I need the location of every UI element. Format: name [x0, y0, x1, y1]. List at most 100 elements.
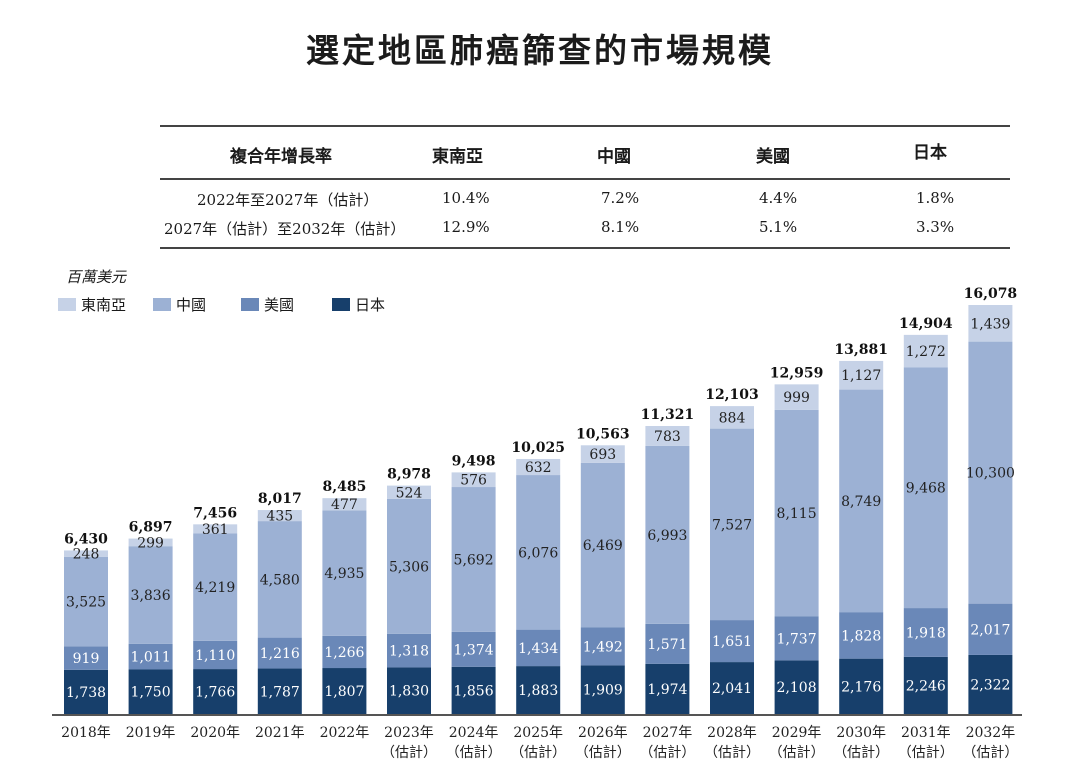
total-label: 11,321 — [641, 407, 695, 423]
bar-segment-japan — [774, 660, 819, 714]
data-label: 1,216 — [260, 646, 300, 662]
bar-segment-usa — [645, 623, 690, 664]
bar-segment-japan — [580, 665, 625, 714]
bar-segment-china — [774, 409, 819, 617]
bar-segment-southeast-asia — [257, 510, 302, 522]
legend-item-southeast-asia: 東南亞 — [58, 294, 126, 315]
total-label: 6,897 — [129, 520, 173, 536]
bar-segment-usa — [64, 646, 108, 670]
x-tick-label-estimate: （估計） — [704, 745, 760, 761]
data-label: 6,993 — [647, 528, 687, 544]
bar-segment-southeast-asia — [322, 498, 367, 511]
data-label: 1,974 — [647, 682, 687, 698]
x-tick-label-estimate: （估計） — [639, 745, 695, 761]
bar-segment-japan — [968, 654, 1013, 714]
bar-segment-usa — [451, 631, 496, 667]
data-label: 1,266 — [324, 645, 364, 661]
bar-segment-china — [645, 445, 690, 624]
x-tick-label-estimate: （估計） — [575, 745, 631, 761]
data-label: 2,017 — [970, 622, 1010, 638]
data-label: 3,836 — [131, 588, 171, 604]
bar-segment-japan — [645, 663, 690, 714]
data-label: 632 — [525, 460, 552, 476]
data-label: 1,750 — [131, 685, 171, 701]
bar-segment-southeast-asia — [710, 406, 754, 429]
bar-segment-japan — [903, 656, 948, 714]
bar-segment-china — [903, 367, 948, 609]
bar-segment-southeast-asia — [387, 485, 431, 499]
bar-segment-china — [710, 428, 754, 621]
legend-swatch — [332, 298, 350, 311]
data-label: 1,830 — [389, 684, 429, 700]
data-label: 1,439 — [970, 316, 1010, 332]
x-tick-label: 2028年 — [707, 725, 757, 741]
bar-segment-southeast-asia — [774, 384, 819, 410]
x-tick-label-estimate: （估計） — [898, 745, 954, 761]
bar-segment-usa — [839, 612, 884, 659]
x-tick-label-estimate: （估計） — [381, 745, 437, 761]
x-tick-label: 2024年 — [449, 725, 499, 741]
data-label: 361 — [202, 522, 229, 538]
x-tick-label: 2026年 — [578, 725, 628, 741]
data-label: 1,766 — [195, 685, 235, 701]
bar-segment-japan — [322, 668, 367, 714]
bar-segment-usa — [580, 627, 625, 666]
bar-segment-japan — [710, 662, 754, 714]
bar-segment-southeast-asia — [128, 538, 173, 547]
total-label: 12,959 — [770, 365, 824, 381]
data-label: 1,011 — [131, 650, 171, 666]
data-label: 6,469 — [583, 538, 623, 554]
table-cell: 1.8% — [916, 189, 955, 207]
data-label: 477 — [331, 497, 358, 513]
table-cell: 4.4% — [759, 189, 798, 207]
data-label: 1,651 — [712, 634, 752, 650]
bar-segment-china — [64, 556, 108, 647]
bar-segment-china — [322, 510, 367, 636]
table-cell: 10.4% — [442, 189, 490, 207]
total-label: 8,978 — [387, 467, 431, 483]
legend-label: 東南亞 — [81, 296, 127, 314]
total-label: 8,485 — [322, 479, 366, 495]
x-tick-label: 2030年 — [836, 725, 886, 741]
total-label: 8,017 — [258, 491, 302, 507]
data-label: 1,737 — [777, 631, 817, 647]
chart-title: 選定地區肺癌篩查的市場規模 — [306, 31, 774, 70]
bar-segment-usa — [387, 633, 431, 668]
bar-segment-china — [257, 521, 302, 638]
x-tick-label: 2022年 — [320, 725, 370, 741]
data-label: 2,176 — [841, 679, 881, 695]
table-rule-bottom — [160, 247, 1010, 249]
data-label: 2,108 — [777, 680, 817, 696]
bar-segment-japan — [193, 669, 238, 714]
x-tick-label: 2032年 — [966, 725, 1016, 741]
bar-segment-japan — [839, 658, 884, 714]
bar-segment-southeast-asia — [968, 305, 1013, 342]
data-label: 4,580 — [260, 572, 300, 588]
bar-segment-china — [516, 475, 561, 630]
table-header-cagr: 複合年增長率 — [230, 147, 332, 167]
y-axis-unit-label: 百萬美元 — [66, 268, 127, 286]
data-label: 2,246 — [906, 678, 946, 694]
legend-swatch — [241, 298, 259, 311]
data-label: 999 — [783, 390, 810, 406]
data-label: 10,300 — [966, 466, 1015, 482]
bar-segment-china — [968, 341, 1013, 604]
bar-segment-japan — [387, 667, 431, 714]
data-label: 1,828 — [841, 628, 881, 644]
total-label: 6,430 — [64, 531, 108, 547]
legend-label: 中國 — [176, 296, 207, 314]
table-cell: 3.3% — [916, 218, 955, 236]
bar-segment-china — [451, 487, 496, 632]
bar-segment-japan — [128, 669, 173, 714]
data-label: 1,492 — [583, 639, 623, 655]
table-row-period: 2022年至2027年（估計） — [197, 191, 379, 209]
data-label: 1,918 — [906, 625, 946, 641]
data-label: 884 — [719, 410, 746, 426]
legend-label: 美國 — [264, 296, 295, 314]
bar-segment-usa — [710, 620, 754, 663]
data-label: 1,318 — [389, 644, 429, 660]
table-header-southeast-asia: 東南亞 — [432, 147, 483, 167]
x-tick-label: 2019年 — [126, 725, 176, 741]
x-tick-label-estimate: （估計） — [510, 745, 566, 761]
